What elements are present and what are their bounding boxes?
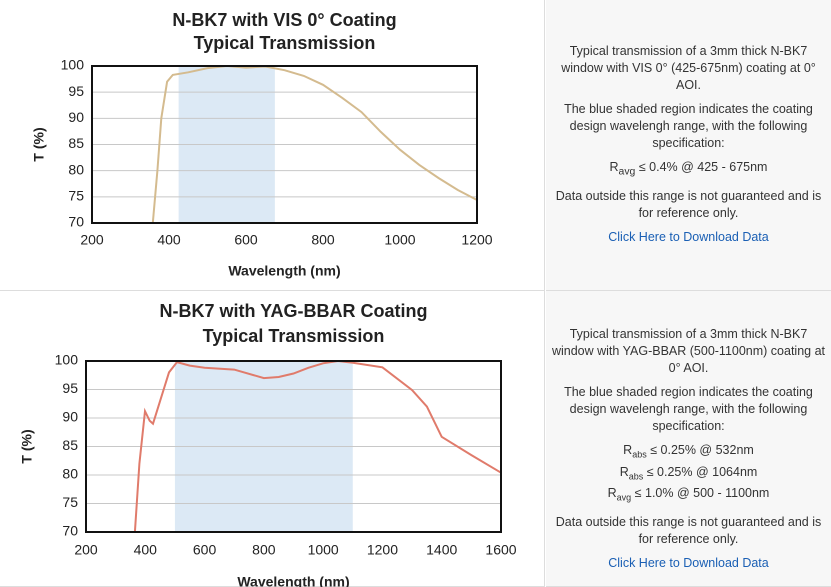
intro: Typical transmission of a 3mm thick N-BK… xyxy=(561,44,816,92)
y-tick-label: 80 xyxy=(68,161,84,177)
spec: Rabs ≤ 0.25% @ 532nm xyxy=(550,442,827,464)
disclaimer: Data outside this range is not guarantee… xyxy=(555,188,822,220)
shade-note: The blue shaded region indicates the coa… xyxy=(564,385,813,433)
plot-frame xyxy=(85,360,502,533)
spec-text: ≤ 0.25% @ 532nm xyxy=(650,443,754,457)
x-tick-label: 400 xyxy=(157,232,181,248)
x-tick-label: 1000 xyxy=(308,542,339,558)
x-tick-label: 800 xyxy=(252,542,276,558)
y-tick-label: 100 xyxy=(55,352,79,368)
x-tick-label: 1600 xyxy=(485,542,516,558)
spec-symbol: R xyxy=(623,443,633,457)
x-tick-label: 1400 xyxy=(426,542,457,558)
x-tick-label: 200 xyxy=(80,232,104,248)
y-tick-label: 75 xyxy=(62,494,78,510)
x-tick-label: 200 xyxy=(74,542,98,558)
y-tick-label: 70 xyxy=(68,214,84,230)
spec-symbol: R xyxy=(609,160,619,174)
disclaimer: Data outside this range is not guarantee… xyxy=(555,514,822,546)
y-tick-label: 90 xyxy=(62,409,78,425)
y-tick-label: 75 xyxy=(68,188,84,204)
y-tick-label: 80 xyxy=(62,466,78,482)
y-tick-label: 85 xyxy=(62,437,78,453)
shade-note: The blue shaded region indicates the coa… xyxy=(564,102,813,150)
spec-text: ≤ 0.25% @ 1064nm xyxy=(646,464,758,479)
download-link[interactable]: Click Here to Download Data xyxy=(608,229,769,244)
transmission-line xyxy=(133,359,502,533)
x-tick-label: 1200 xyxy=(367,542,398,558)
spec-sub: abs xyxy=(632,449,647,460)
download-link[interactable]: Click Here to Download Data xyxy=(608,555,769,570)
y-tick-label: 95 xyxy=(68,83,84,99)
intro: Typical transmission of a 3mm thick N-BK… xyxy=(551,327,826,375)
x-tick-label: 1000 xyxy=(384,232,415,248)
y-axis-label: T (%) xyxy=(31,127,47,161)
spec-text: ≤ 1.0% @ 500 - 1100nm xyxy=(634,486,770,500)
chart-subtitle: Typical Transmission xyxy=(203,326,385,346)
y-tick-label: 100 xyxy=(61,57,85,73)
spec-sub: abs xyxy=(628,471,644,481)
spec-symbol: R xyxy=(619,464,629,479)
plot-frame xyxy=(91,65,478,224)
spec: Ravg ≤ 0.4% @ 425 - 675nm xyxy=(550,159,827,181)
x-tick-label: 800 xyxy=(311,232,335,248)
info-panel: Typical transmission of a 3mm thick N-BK… xyxy=(546,0,831,291)
chart: N-BK7 with YAG-BBAR Coating Typical Trans… xyxy=(19,301,517,587)
x-tick-label: 600 xyxy=(193,542,217,558)
x-axis-label: Wavelength (nm) xyxy=(228,263,340,279)
y-tick-label: 70 xyxy=(62,523,78,539)
spec-sub: avg xyxy=(616,492,632,503)
x-tick-label: 1200 xyxy=(461,232,492,248)
chart-subtitle: Typical Transmission xyxy=(194,33,376,53)
y-tick-label: 85 xyxy=(68,135,84,151)
spec-text: ≤ 0.4% @ 425 - 675nm xyxy=(638,160,768,174)
transmission-line xyxy=(151,64,478,224)
x-tick-label: 600 xyxy=(234,232,258,248)
info-panel: Typical transmission of a 3mm thick N-BK… xyxy=(546,291,831,587)
y-tick-label: 90 xyxy=(68,109,84,125)
spec-sub: avg xyxy=(618,166,636,178)
x-tick-label: 400 xyxy=(134,542,158,558)
chart-title: N-BK7 with YAG-BBAR Coating xyxy=(159,301,427,321)
spec: Rabs ≤ 0.25% @ 1064nm xyxy=(550,464,827,486)
chart-cell xyxy=(0,0,545,291)
chart: N-BK7 with VIS 0° Coating Typical Transmi… xyxy=(31,10,493,279)
x-axis-label: Wavelength (nm) xyxy=(237,574,349,587)
y-tick-label: 95 xyxy=(62,380,78,396)
spec-symbol: R xyxy=(607,486,617,500)
spec: Ravg ≤ 1.0% @ 500 - 1100nm xyxy=(550,485,827,507)
chart-title: N-BK7 with VIS 0° Coating xyxy=(172,10,396,30)
y-axis-label: T (%) xyxy=(19,429,35,463)
